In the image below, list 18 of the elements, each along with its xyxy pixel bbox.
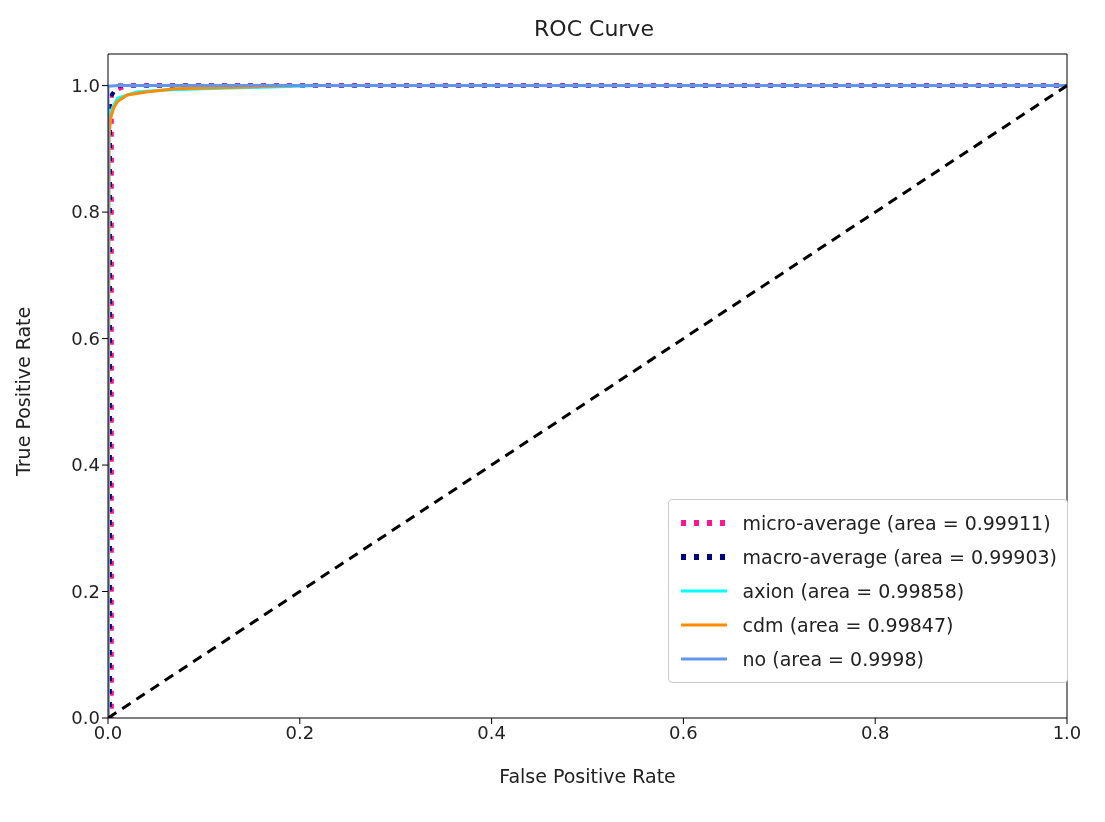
y-tick-label: 1.0 — [71, 75, 100, 97]
legend-label: no (area = 0.9998) — [742, 648, 924, 670]
legend-label: cdm (area = 0.99847) — [742, 614, 954, 636]
x-tick-label: 0.8 — [860, 721, 890, 743]
x-tick-label: 0.4 — [477, 721, 506, 743]
legend-label: micro-average (area = 0.99911) — [742, 512, 1051, 534]
x-axis-title: False Positive Rate — [499, 765, 676, 787]
y-axis-title: True Positive Rate — [11, 306, 34, 477]
legend-label: macro-average (area = 0.99903) — [742, 546, 1057, 568]
x-tick-label: 0.6 — [669, 721, 698, 743]
chart-title: ROC Curve — [533, 16, 655, 41]
x-tick-label: 1.0 — [1052, 721, 1082, 743]
y-tick-label: 0.6 — [71, 327, 100, 349]
y-tick-label: 0.8 — [71, 201, 100, 223]
legend-label: axion (area = 0.99858) — [742, 580, 965, 602]
y-tick-label: 0.2 — [71, 580, 100, 602]
x-tick-label: 0.2 — [285, 721, 315, 743]
y-tick-label: 0.4 — [71, 454, 100, 476]
